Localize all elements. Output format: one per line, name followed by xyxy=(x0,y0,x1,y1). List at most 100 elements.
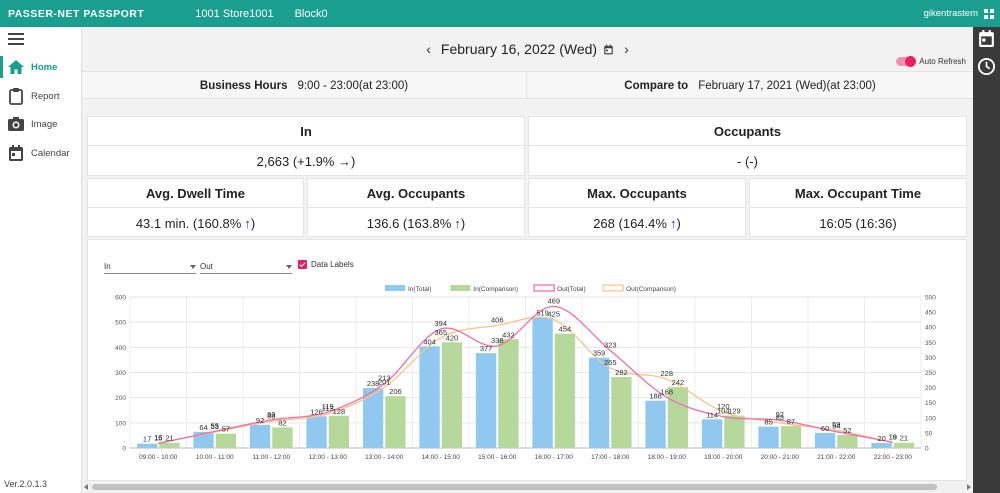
data-label-out-comparison: 365 xyxy=(434,328,447,337)
left-series-select[interactable]: In xyxy=(104,260,196,274)
stat-title: Avg. Occupants xyxy=(308,179,524,208)
x-tick-label: 15:00 - 16:00 xyxy=(478,454,517,461)
data-label-out-comparison: 83 xyxy=(776,413,784,422)
data-label-out-comparison: 88 xyxy=(267,411,275,420)
legend-swatch xyxy=(450,285,471,291)
horizontal-scrollbar[interactable] xyxy=(82,481,973,493)
y-right-tick-label: 350 xyxy=(925,340,936,347)
chevron-down-icon xyxy=(286,265,292,269)
sidebar-item-calendar[interactable]: Calendar xyxy=(0,140,82,166)
sidebar-item-label: Report xyxy=(31,90,60,102)
bar-in-total xyxy=(814,432,836,448)
x-tick-label: 20:00 - 21:00 xyxy=(761,454,800,461)
legend-label: Out(Comparison) xyxy=(626,286,676,293)
data-label-in-total: 92 xyxy=(256,416,264,425)
sidebar-item-home[interactable]: Home xyxy=(0,54,82,80)
bar-in-comparison xyxy=(837,434,858,448)
date-picker-icon[interactable] xyxy=(603,44,614,55)
y-right-tick-label: 400 xyxy=(925,325,936,332)
calendar-panel-button[interactable] xyxy=(975,27,998,50)
camera-icon xyxy=(8,117,24,131)
right-series-select[interactable]: Out xyxy=(200,260,292,274)
line-out-comparison xyxy=(158,316,893,444)
chevron-down-icon xyxy=(190,265,196,269)
data-label-in-comparison: 432 xyxy=(502,330,515,339)
data-label-out-comparison: 113 xyxy=(322,404,334,413)
y-right-tick-label: 100 xyxy=(925,415,936,422)
prev-date-button[interactable]: ‹ xyxy=(426,41,431,57)
data-label-in-comparison: 57 xyxy=(222,425,230,434)
stat-card-dwell-time: Avg. Dwell Time 43.1 min. (160.8% ↑) xyxy=(87,178,304,237)
sidebar-item-image[interactable]: Image xyxy=(0,111,82,137)
x-tick-label: 11:00 - 12:00 xyxy=(252,454,290,461)
stat-value: 268 (164.4% ↑) xyxy=(529,208,745,238)
version-label: Ver.2.0.1.3 xyxy=(4,479,48,489)
sidebar-item-label: Home xyxy=(31,61,58,73)
stat-card-occupants: Occupants - (-) xyxy=(528,116,967,176)
y-left-tick-label: 400 xyxy=(115,345,126,352)
arrow-up-icon: ↑ xyxy=(244,215,251,231)
data-label-in-total: 238 xyxy=(367,379,380,388)
stat-value: 43.1 min. (160.8% ↑) xyxy=(88,208,303,238)
data-label-in-comparison: 206 xyxy=(389,387,402,396)
checkbox-checked-icon[interactable] xyxy=(298,260,307,269)
data-label-in-comparison: 87 xyxy=(787,417,795,426)
bar-in-comparison xyxy=(159,442,180,448)
bar-in-comparison xyxy=(441,342,463,448)
x-tick-label: 19:00 - 20:00 xyxy=(704,454,743,461)
clock-icon xyxy=(977,57,996,76)
select-value: In xyxy=(104,262,111,271)
data-label-out-comparison: 406 xyxy=(491,315,504,324)
y-right-tick-label: 500 xyxy=(925,295,936,302)
bar-in-total xyxy=(701,419,723,448)
data-label-out-total: 394 xyxy=(434,319,447,328)
bar-in-total xyxy=(588,357,610,448)
y-right-tick-label: 250 xyxy=(925,370,936,377)
scroll-left-icon[interactable] xyxy=(84,484,88,490)
y-right-tick-label: 0 xyxy=(925,446,929,453)
sidebar: Home Report Image Calendar Ver.2.0.1.3 xyxy=(0,27,82,493)
data-label-out-comparison: 59 xyxy=(832,420,840,429)
scrollbar-thumb[interactable] xyxy=(92,484,937,490)
data-label-in-comparison: 21 xyxy=(165,434,173,443)
data-label-out-comparison: 120 xyxy=(717,402,730,411)
data-label-out-total: 92 xyxy=(776,410,784,419)
bar-in-total xyxy=(419,346,440,448)
data-label-in-comparison: 242 xyxy=(672,378,685,387)
stat-card-in: In 2,663 (+1.9% →) xyxy=(87,116,525,176)
data-label-in-total: 17 xyxy=(143,435,151,444)
data-label-in-total: 126 xyxy=(310,407,323,416)
block-selector[interactable]: Block0 xyxy=(294,7,328,20)
x-tick-label: 16:00 - 17:00 xyxy=(535,454,574,461)
data-label-in-total: 60 xyxy=(821,424,829,433)
store-selector[interactable]: 1001 Store1001 xyxy=(195,7,274,20)
data-label-out-total: 119 xyxy=(322,402,334,411)
sidebar-item-report[interactable]: Report xyxy=(0,83,82,109)
data-labels-checkbox[interactable]: Data Labels xyxy=(298,260,354,269)
data-label-out-total: 168 xyxy=(660,387,673,396)
compare-label: Compare to xyxy=(624,79,689,92)
bar-in-comparison xyxy=(215,433,237,448)
scroll-right-icon[interactable] xyxy=(967,484,971,490)
user-name[interactable]: gikentrastem xyxy=(923,8,978,19)
line-out-total xyxy=(158,305,893,445)
x-tick-label: 18:00 - 19:00 xyxy=(648,454,687,461)
data-label-in-total: 359 xyxy=(593,349,606,358)
next-date-button[interactable]: › xyxy=(624,41,629,57)
y-left-tick-label: 200 xyxy=(115,395,126,402)
bar-in-total xyxy=(136,443,158,448)
data-label-in-comparison: 282 xyxy=(615,368,628,377)
data-label-out-comparison: 425 xyxy=(547,310,560,319)
bar-in-total xyxy=(306,416,327,448)
data-label-in-total: 404 xyxy=(423,337,436,346)
data-label-out-total: 55 xyxy=(211,421,219,430)
apps-grid-icon[interactable] xyxy=(984,8,994,19)
data-label-out-comparison: 228 xyxy=(660,369,673,378)
auto-refresh-toggle[interactable] xyxy=(896,56,917,67)
data-label-out-total: 15 xyxy=(154,433,162,442)
history-panel-button[interactable] xyxy=(975,55,998,78)
stat-title: In xyxy=(88,117,524,146)
bar-in-total xyxy=(475,353,497,448)
data-label-in-total: 377 xyxy=(480,344,493,353)
hamburger-menu-icon[interactable] xyxy=(8,33,24,45)
